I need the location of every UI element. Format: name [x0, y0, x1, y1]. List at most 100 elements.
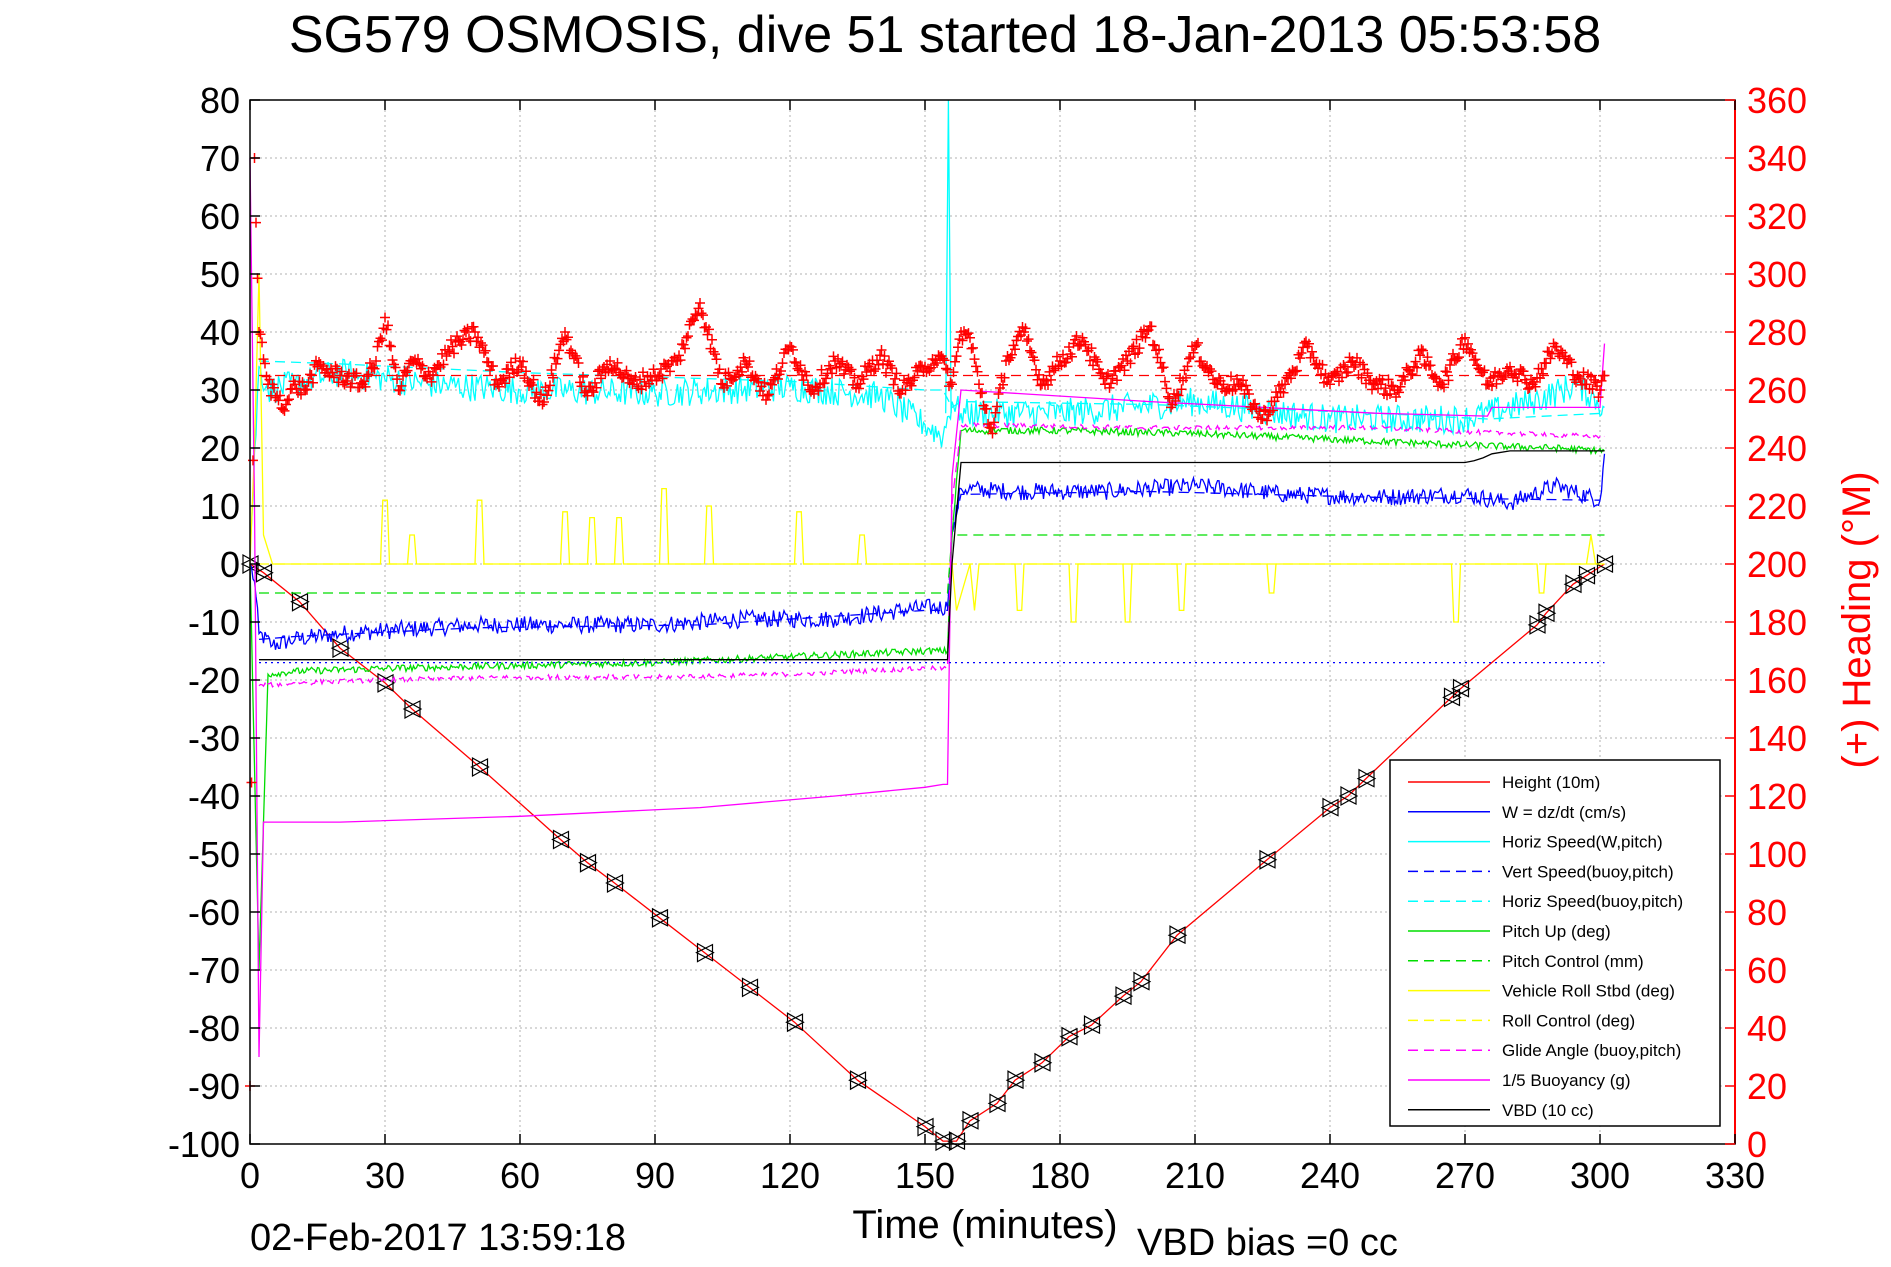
y-left-tick-label: -20 [188, 660, 240, 701]
heading-point [476, 338, 486, 349]
heading-point [1407, 369, 1418, 380]
footer-vbd-bias: VBD bias =0 cc [1137, 1222, 1398, 1262]
heading-point [458, 334, 468, 345]
heading-point [767, 379, 777, 390]
heading-point [986, 422, 996, 433]
height-marker-alt [1538, 603, 1557, 624]
right-axis-label: (+) Heading (°M) [1835, 471, 1879, 768]
heading-point [1460, 332, 1470, 343]
heading-point [791, 358, 801, 369]
x-tick-label: 30 [365, 1155, 405, 1196]
heading-point [1512, 376, 1523, 387]
heading-point [674, 350, 684, 361]
x-tick-label: 120 [760, 1155, 820, 1196]
heading-point [681, 332, 692, 343]
heading-point [789, 357, 800, 368]
heading-point [488, 360, 498, 371]
y-left-tick-label: -90 [188, 1066, 240, 1107]
heading-point [891, 368, 902, 379]
heading-point [1026, 347, 1037, 358]
legend-label: Pitch Control (mm) [1502, 952, 1644, 971]
height-marker-alt [377, 672, 396, 693]
heading-point [759, 377, 770, 388]
heading-point [1055, 356, 1065, 366]
heading-point [957, 335, 968, 346]
heading-point [1523, 383, 1533, 394]
heading-point [1031, 364, 1041, 375]
heading-point [417, 360, 428, 371]
heading-point [386, 341, 396, 352]
heading-point [1193, 337, 1203, 348]
heading-point [695, 298, 705, 308]
heading-point [1244, 388, 1254, 399]
heading-point [605, 356, 615, 366]
heading-point [1043, 379, 1053, 390]
heading-point [387, 355, 398, 366]
heading-point [710, 349, 720, 360]
heading-point [390, 362, 401, 373]
heading-point [884, 356, 894, 367]
heading-point [372, 341, 383, 352]
heading-point [696, 308, 707, 319]
heading-point [609, 363, 620, 374]
legend-label: W = dz/dt (cm/s) [1502, 803, 1626, 822]
x-tick-label: 0 [240, 1155, 260, 1196]
heading-point [1595, 385, 1605, 395]
heading-point [456, 339, 467, 350]
height-marker-alt [651, 907, 670, 928]
heading-point [543, 385, 554, 396]
legend-label: Height (10m) [1502, 773, 1600, 792]
heading-point [828, 351, 839, 362]
heading-point [1196, 356, 1206, 367]
height-marker-alt [786, 1012, 805, 1033]
heading-point [1250, 398, 1260, 409]
heading-point [341, 376, 351, 387]
y-left-tick-label: -100 [168, 1124, 240, 1165]
height-marker-alt [1322, 797, 1341, 818]
heading-point [890, 373, 900, 384]
heading-point [1412, 362, 1422, 373]
heading-point [282, 395, 293, 406]
heading-point [375, 333, 386, 344]
heading-point [762, 390, 773, 401]
heading-point [1205, 363, 1215, 374]
heading-point [680, 343, 690, 354]
heading-point [1479, 365, 1490, 376]
legend-label: VBD (10 cc) [1502, 1101, 1594, 1120]
heading-point [269, 382, 279, 393]
heading-point [377, 335, 387, 346]
heading-point [906, 380, 917, 391]
heading-point [909, 372, 920, 383]
heading-point [528, 374, 539, 385]
heading-point [708, 346, 719, 357]
heading-point [990, 407, 1001, 418]
heading-point [639, 376, 650, 387]
heading-point [722, 380, 732, 391]
heading-point [836, 358, 846, 369]
x-tick-label: 300 [1570, 1155, 1630, 1196]
heading-point [1337, 372, 1347, 383]
heading-point [858, 374, 869, 385]
heading-point [1115, 362, 1125, 373]
heading-point [1307, 346, 1317, 357]
heading-point [1133, 348, 1143, 359]
x-tick-label: 90 [635, 1155, 675, 1196]
heading-point [1278, 387, 1289, 398]
heading-point [989, 417, 999, 428]
heading-point [621, 365, 632, 376]
heading-point [942, 364, 953, 375]
heading-point [869, 366, 879, 377]
height-marker-alt [1061, 1026, 1080, 1047]
height-marker-alt [552, 829, 571, 850]
heading-point [813, 385, 824, 396]
height-marker-alt [917, 1116, 936, 1137]
heading-point [444, 346, 455, 357]
y-left-tick-label: -10 [188, 602, 240, 643]
heading-point [359, 376, 369, 387]
heading-point [1163, 391, 1173, 402]
heading-point [1125, 358, 1136, 369]
heading-point [1086, 343, 1097, 354]
heading-point [704, 324, 714, 335]
heading-point [438, 359, 449, 370]
